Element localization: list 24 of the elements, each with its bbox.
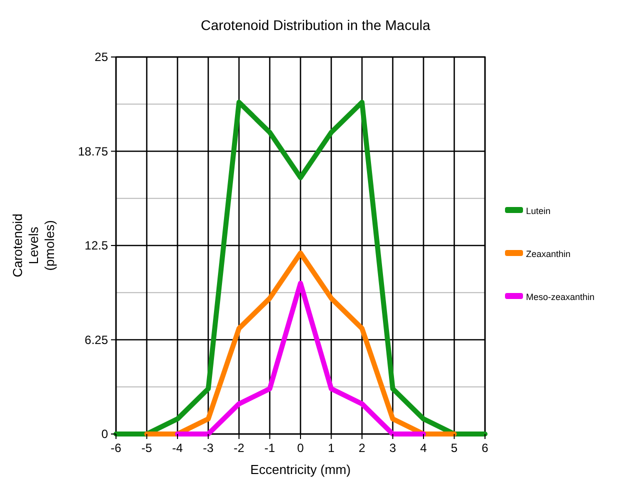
y-tick-label: 6.25 xyxy=(84,332,108,347)
x-tick-label: 2 xyxy=(358,441,366,455)
x-tick-label: 6 xyxy=(482,441,489,455)
x-tick-label: 1 xyxy=(328,441,335,455)
x-axis-title: Eccentricity (mm) xyxy=(250,462,351,477)
y-tick-label: 25 xyxy=(94,50,108,64)
y-tick-label: 18.75 xyxy=(78,144,108,158)
x-tick-label: -6 xyxy=(110,441,122,455)
y-tick-label: 12.5 xyxy=(84,238,108,252)
x-tick-label: -3 xyxy=(202,441,214,455)
x-tick-label: -2 xyxy=(234,441,245,455)
legend-label: Zeaxanthin xyxy=(526,249,571,259)
legend-label: Meso-zeaxanthin xyxy=(526,292,595,302)
legend-label: Lutein xyxy=(526,206,551,216)
x-tick-label: 3 xyxy=(389,441,396,455)
x-tick-label: 5 xyxy=(450,441,458,455)
y-tick-label: 0 xyxy=(101,427,108,441)
x-tick-label: -4 xyxy=(172,441,184,455)
x-tick-label: -1 xyxy=(264,441,276,455)
x-tick-label: 4 xyxy=(420,441,428,455)
chart-title: Carotenoid Distribution in the Macula xyxy=(200,17,430,33)
x-tick-label: -5 xyxy=(141,441,152,455)
y-axis-title: Carotenoid Levels (pmoles) xyxy=(10,214,57,278)
x-tick-label: 0 xyxy=(297,441,304,455)
